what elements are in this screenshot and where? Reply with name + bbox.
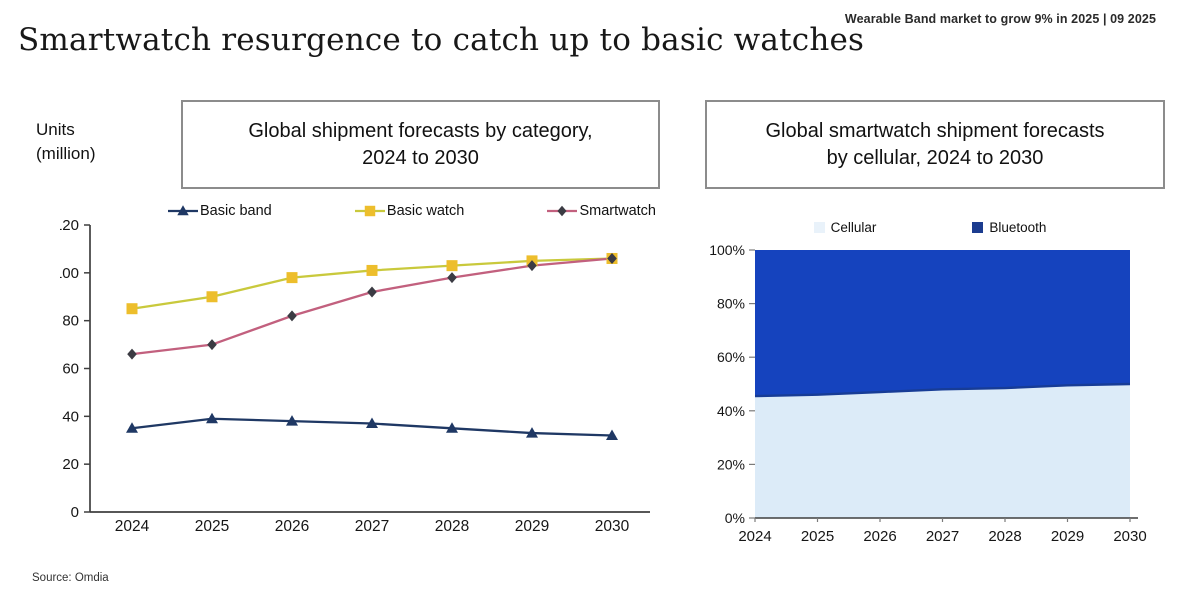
svg-text:2025: 2025 — [801, 528, 834, 545]
svg-text:60: 60 — [62, 361, 79, 378]
svg-text:0: 0 — [71, 504, 79, 521]
legend-item-smartwatch: Smartwatch — [547, 203, 656, 219]
svg-text:2028: 2028 — [988, 528, 1021, 545]
legend-item-basic-watch: Basic watch — [354, 203, 465, 219]
left-chart-title-line2: 2024 to 2030 — [362, 146, 479, 169]
svg-text:120: 120 — [60, 217, 79, 234]
svg-text:20%: 20% — [717, 456, 745, 472]
legend-label-basic-watch: Basic watch — [386, 203, 465, 219]
page-title: Smartwatch resurgence to catch up to bas… — [18, 22, 865, 58]
legend-label-cellular: Cellular — [830, 220, 877, 235]
source-note: Source: Omdia — [32, 572, 109, 584]
right-chart-title-line1: Global smartwatch shipment forecasts — [765, 119, 1105, 142]
svg-text:0%: 0% — [725, 510, 745, 526]
svg-text:40: 40 — [62, 408, 79, 425]
svg-text:80%: 80% — [717, 296, 745, 312]
svg-text:2030: 2030 — [595, 518, 630, 535]
category-chart-legend: Basic band Basic watch Smartwatch — [168, 203, 656, 219]
svg-text:2029: 2029 — [1051, 528, 1084, 545]
svg-text:60%: 60% — [717, 349, 745, 365]
svg-text:2024: 2024 — [738, 528, 771, 545]
legend-label-basic-band: Basic band — [200, 203, 272, 219]
legend-item-basic-band: Basic band — [168, 203, 272, 219]
svg-text:100: 100 — [60, 265, 79, 282]
svg-text:2028: 2028 — [435, 518, 469, 535]
legend-item-cellular: Cellular — [813, 220, 877, 235]
svg-text:2026: 2026 — [275, 518, 309, 535]
left-chart-title-box: Global shipment forecasts by category, 2… — [181, 100, 660, 189]
svg-text:2024: 2024 — [115, 518, 150, 535]
units-axis-label-line2: (million) — [36, 144, 96, 163]
legend-label-smartwatch: Smartwatch — [579, 203, 656, 219]
right-chart-title-line2: by cellular, 2024 to 2030 — [826, 146, 1044, 169]
legend-square-icon — [813, 222, 825, 233]
svg-text:2030: 2030 — [1113, 528, 1146, 545]
legend-square-icon — [354, 205, 385, 217]
units-axis-label: Units (million) — [36, 118, 96, 166]
svg-text:40%: 40% — [717, 403, 745, 419]
svg-text:2026: 2026 — [863, 528, 896, 545]
svg-text:2027: 2027 — [926, 528, 959, 545]
legend-label-bluetooth: Bluetooth — [989, 220, 1047, 235]
cellular-area-chart: 0% 20% 40% 60% 80% 100% 2024 2025 2026 2027 2028 20… — [709, 245, 1147, 545]
svg-text:2025: 2025 — [195, 518, 229, 535]
legend-diamond-icon — [547, 205, 578, 217]
report-annotation: Wearable Band market to grow 9% in 2025 … — [844, 12, 1156, 26]
category-line-chart: 0 20 40 60 80 100 120 2024 2025 2026 2027 2028 2029 2… — [60, 217, 650, 535]
cellular-chart-legend: Cellular Bluetooth — [690, 220, 1170, 235]
right-chart-title-box: Global smartwatch shipment forecasts by … — [705, 100, 1165, 189]
svg-text:20: 20 — [62, 456, 79, 473]
left-chart-title-line1: Global shipment forecasts by category, — [248, 119, 593, 142]
svg-text:80: 80 — [62, 313, 79, 330]
svg-text:100%: 100% — [709, 245, 745, 258]
legend-square-icon — [972, 222, 984, 233]
legend-triangle-icon — [168, 205, 198, 216]
svg-text:2027: 2027 — [355, 518, 389, 535]
legend-item-bluetooth: Bluetooth — [972, 220, 1046, 235]
units-axis-label-line1: Units — [36, 120, 75, 139]
svg-text:2029: 2029 — [515, 518, 549, 535]
